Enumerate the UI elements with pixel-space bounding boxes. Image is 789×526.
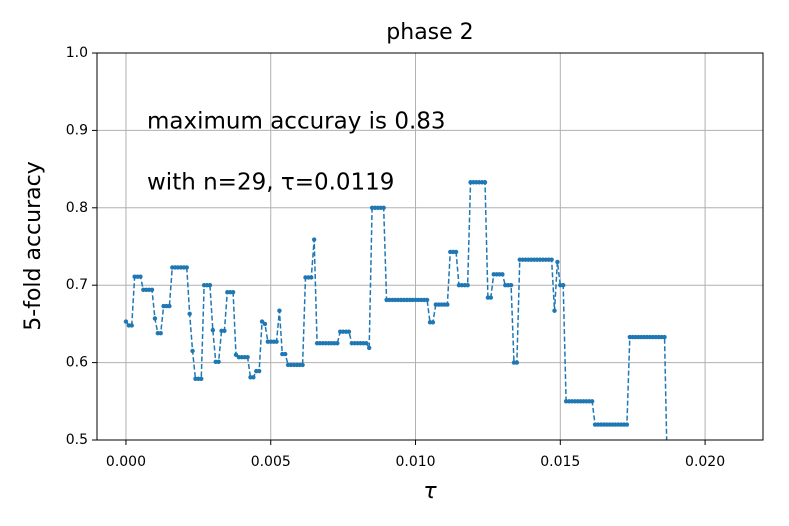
point	[277, 308, 282, 313]
point	[662, 334, 667, 340]
point	[216, 359, 221, 365]
point	[129, 323, 134, 328]
point	[167, 303, 172, 309]
point	[514, 360, 520, 365]
point	[230, 289, 236, 295]
point	[445, 302, 450, 307]
point	[222, 328, 227, 334]
point	[500, 272, 505, 277]
point	[300, 362, 305, 368]
point	[184, 265, 189, 270]
point	[245, 354, 250, 360]
y-tick-label: 1.0	[66, 45, 88, 61]
y-tick-label: 0.7	[66, 277, 88, 293]
point	[190, 348, 195, 354]
point	[207, 283, 213, 288]
point	[149, 287, 155, 293]
point	[488, 295, 494, 300]
point	[549, 257, 554, 262]
point	[335, 341, 340, 346]
point	[256, 368, 262, 374]
point	[366, 345, 372, 351]
x-tick-label: 0.015	[540, 454, 580, 470]
x-tick-label: 0.020	[685, 454, 725, 470]
y-tick-label: 0.9	[66, 122, 88, 138]
point	[123, 319, 129, 324]
plot-area	[123, 180, 669, 481]
point	[508, 283, 514, 288]
annotation: maximum accuray is 0.83	[147, 109, 446, 135]
point	[274, 339, 279, 344]
point	[381, 205, 386, 210]
point	[283, 351, 288, 357]
chart-title: phase 2	[386, 20, 473, 45]
x-axis-label: τ	[423, 479, 437, 504]
point	[364, 341, 369, 346]
annotation: with n=29, τ=0.0119	[147, 170, 394, 196]
point	[262, 321, 268, 327]
point	[453, 249, 459, 255]
point	[589, 399, 595, 404]
point	[311, 237, 317, 242]
point	[665, 477, 669, 481]
point	[138, 274, 143, 279]
point	[309, 275, 314, 280]
point	[158, 330, 163, 336]
y-tick-label: 0.8	[66, 200, 88, 216]
point	[624, 422, 630, 427]
y-tick-label: 0.5	[66, 432, 88, 448]
point	[187, 311, 192, 317]
point	[424, 297, 430, 303]
point	[199, 376, 204, 382]
point	[555, 259, 560, 265]
x-tick-label: 0.000	[106, 454, 146, 470]
point	[561, 283, 566, 288]
point	[152, 316, 158, 321]
point	[465, 283, 470, 288]
point	[346, 329, 352, 334]
point	[552, 308, 557, 313]
point	[430, 320, 436, 325]
point	[210, 327, 216, 333]
y-axis-label: 5-fold accuracy	[21, 161, 46, 330]
point	[482, 180, 488, 185]
x-tick-label: 0.005	[251, 454, 291, 470]
plot-frame	[96, 52, 764, 441]
x-tick-label: 0.010	[395, 454, 435, 470]
point	[251, 375, 256, 380]
y-tick-label: 0.6	[66, 355, 88, 371]
series-line	[125, 181, 668, 440]
